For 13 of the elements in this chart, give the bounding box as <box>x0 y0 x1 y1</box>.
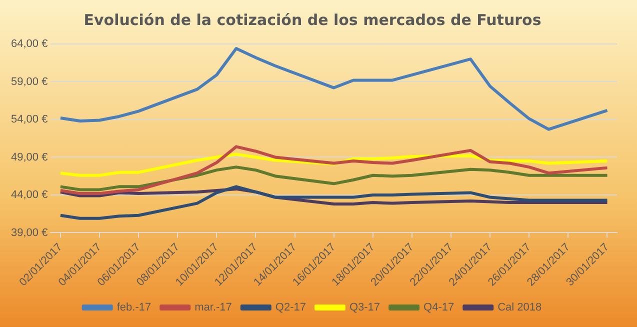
legend-label: Cal 2018 <box>498 302 542 314</box>
legend-label: Q4-17 <box>424 302 454 314</box>
y-tick-label: 64,00 € <box>11 38 48 50</box>
legend-label: Q3-17 <box>349 302 380 314</box>
legend-label: mar.-17 <box>194 302 232 314</box>
legend-label: Q2-17 <box>275 302 306 314</box>
legend-label: feb.-17 <box>116 302 152 314</box>
y-tick-label: 39,00 € <box>11 226 48 239</box>
y-tick-label: 49,00 € <box>11 151 48 164</box>
y-tick-label: 59,00 € <box>11 76 48 88</box>
chart-title: Evolución de la cotización de los mercados de Futuros <box>84 10 542 29</box>
y-tick-label: 54,00 € <box>11 114 48 126</box>
y-tick-label: 44,00 € <box>11 189 48 202</box>
